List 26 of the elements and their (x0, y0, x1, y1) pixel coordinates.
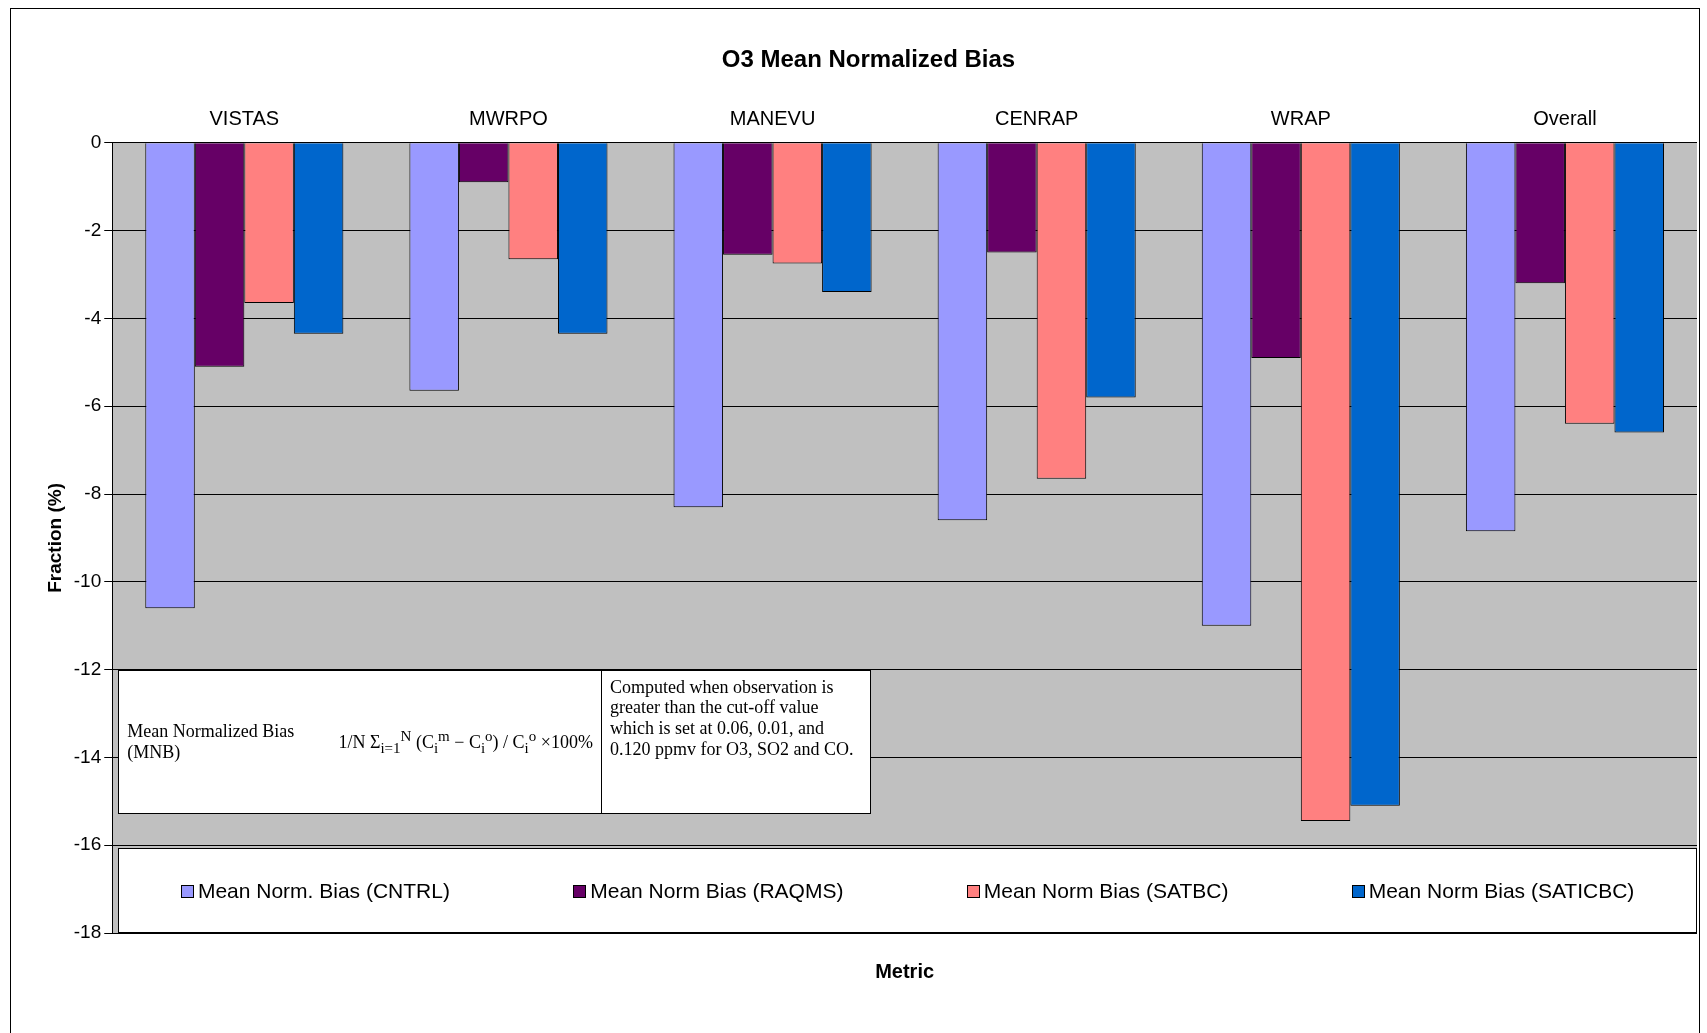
annotation: Computed when observation is greater than the cut-off value which is set at 0.06, 0.01, and 0.120 ppmv for O3, SO2 and CO. (608, 675, 855, 761)
y-tick-label: -6 (84, 394, 102, 416)
x-tick-label: VISTAS (209, 107, 280, 130)
chart-title: O3 Mean Normalized Bias (721, 45, 1016, 73)
x-tick-label: Overall (1533, 107, 1597, 130)
y-tick-label: 0 (90, 131, 102, 153)
legend-label: Mean Norm Bias (SATICBC) (1367, 878, 1635, 903)
y-tick-label: -14 (73, 745, 102, 767)
x-axis-title: Metric (875, 960, 935, 982)
legend-label: Mean Norm Bias (SATBC) (982, 878, 1229, 903)
y-tick-label: -4 (84, 306, 102, 328)
x-tick-label: CENRAP (995, 107, 1079, 130)
y-axis-title: Fraction (%) (43, 483, 65, 593)
y-tick-label: -10 (73, 570, 102, 592)
annotation: Mean Normalized Bias (MNB) (127, 721, 296, 764)
y-tick-label: -2 (84, 218, 102, 240)
x-tick-label: MANEVU (729, 107, 816, 130)
y-tick-label: -12 (73, 657, 102, 679)
formula-table: Mean Normalized Bias (MNB) 1/N Σ$_{i=1}$$^{N}$ (C$_{i}$$^{m}$ − C$_{i}$$^{o}$) / C$_{i}$$^{o}$ ×100% Computed when observation is greater than the cut-off value which is set at 0.06, 0.01, and 0.120 ppmv for O3, SO2 and CO. (118, 669, 871, 815)
x-tick-label: MWRPO (469, 107, 548, 130)
y-tick-label: -18 (73, 921, 102, 943)
y-tick-label: -8 (84, 482, 102, 504)
legend-label: Mean Norm. Bias (CNTRL) (196, 878, 450, 903)
y-tick-label: -16 (73, 833, 102, 855)
x-tick-label: WRAP (1270, 107, 1331, 130)
legend-label: Mean Norm Bias (RAQMS) (589, 878, 844, 903)
